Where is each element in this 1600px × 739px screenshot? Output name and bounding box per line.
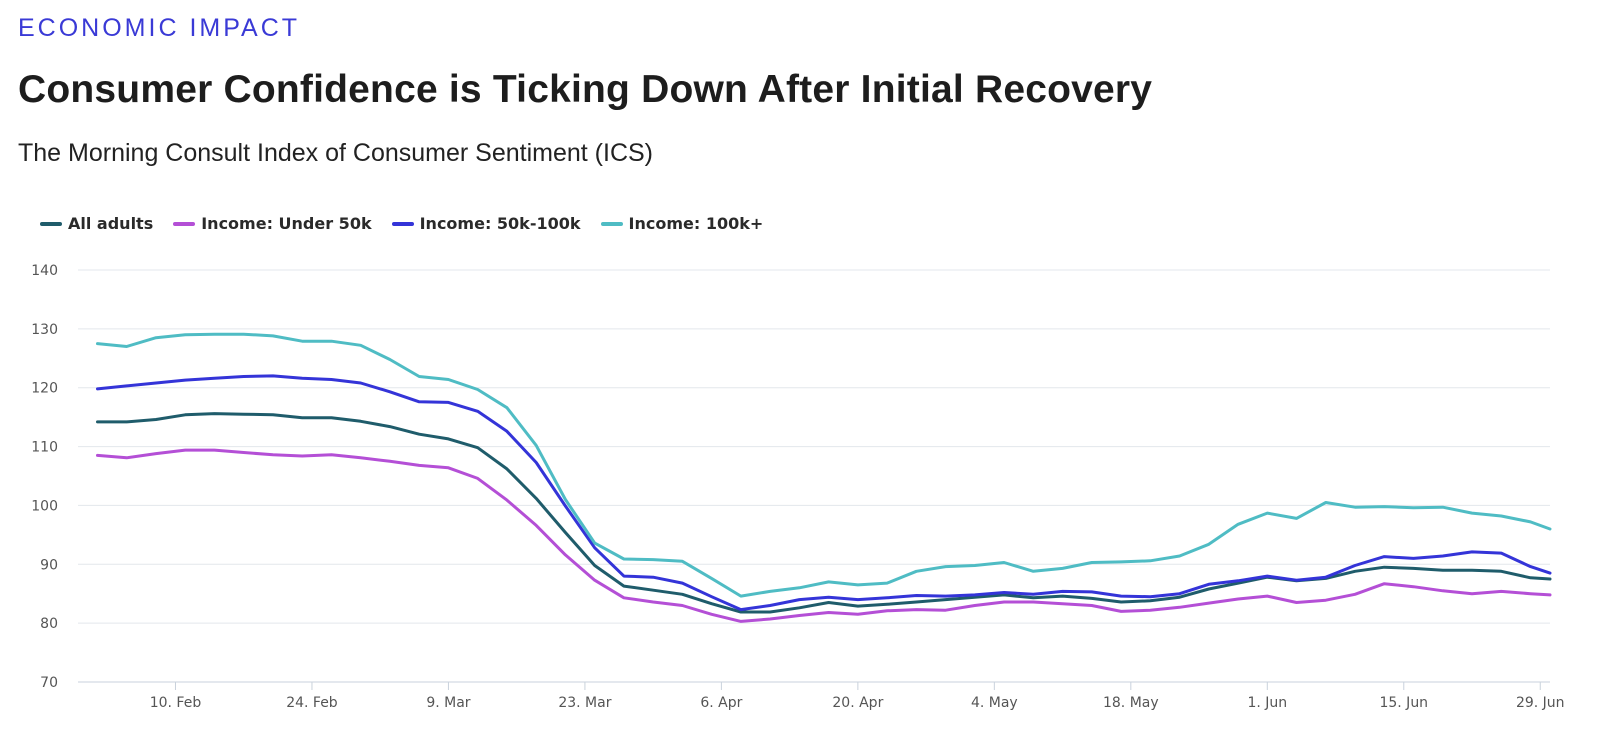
x-tick-label: 4. May <box>971 695 1018 711</box>
x-tick-label: 15. Jun <box>1379 695 1428 711</box>
series-line-4[interactable] <box>96 332 1552 598</box>
legend-item-1[interactable]: All adults <box>40 214 153 233</box>
y-tick-label: 100 <box>31 498 58 514</box>
legend-item-4[interactable]: Income: 100k+ <box>600 214 764 233</box>
legend-label: Income: Under 50k <box>201 214 372 233</box>
legend-label: Income: 100k+ <box>628 214 764 233</box>
x-tick-label: 10. Feb <box>150 695 202 711</box>
y-tick-label: 80 <box>40 616 58 632</box>
legend-item-2[interactable]: Income: Under 50k <box>173 214 372 233</box>
x-tick-label: 18. May <box>1103 695 1159 711</box>
chart-subtitle: The Morning Consult Index of Consumer Se… <box>18 139 653 167</box>
x-tick-label: 9. Mar <box>426 695 470 711</box>
legend-swatch <box>40 221 62 226</box>
legend-swatch <box>391 221 414 226</box>
y-tick-label: 70 <box>40 675 58 691</box>
y-tick-label: 110 <box>31 440 58 456</box>
series-line-2[interactable] <box>96 448 1552 623</box>
page-title: Consumer Confidence is Ticking Down Afte… <box>18 68 1153 111</box>
x-tick-label: 29. Jun <box>1516 695 1565 711</box>
legend-swatch <box>600 221 623 226</box>
legend-item-3[interactable]: Income: 50k-100k <box>391 214 581 233</box>
series-line-3[interactable] <box>96 374 1552 612</box>
x-tick-label: 24. Feb <box>286 695 338 711</box>
x-tick-label: 6. Apr <box>700 695 742 711</box>
x-tick-label: 1. Jun <box>1247 695 1287 711</box>
y-tick-label: 90 <box>40 557 58 573</box>
section-kicker: ECONOMIC IMPACT <box>18 14 301 42</box>
x-tick-label: 23. Mar <box>558 695 611 711</box>
legend-swatch <box>173 221 196 226</box>
y-tick-label: 120 <box>31 381 58 397</box>
legend-label: All adults <box>68 214 154 233</box>
chart-legend: All adults Income: Under 50k Income: 50k-1… <box>40 214 783 233</box>
legend-label: Income: 50k-100k <box>419 214 581 233</box>
y-tick-label: 140 <box>31 263 58 279</box>
y-tick-label: 130 <box>31 322 58 338</box>
x-tick-label: 20. Apr <box>832 695 883 711</box>
line-chart: 70 80 90 100 110 120 130 140 10. Feb 24. Feb 9. Ma… <box>31 263 1565 711</box>
